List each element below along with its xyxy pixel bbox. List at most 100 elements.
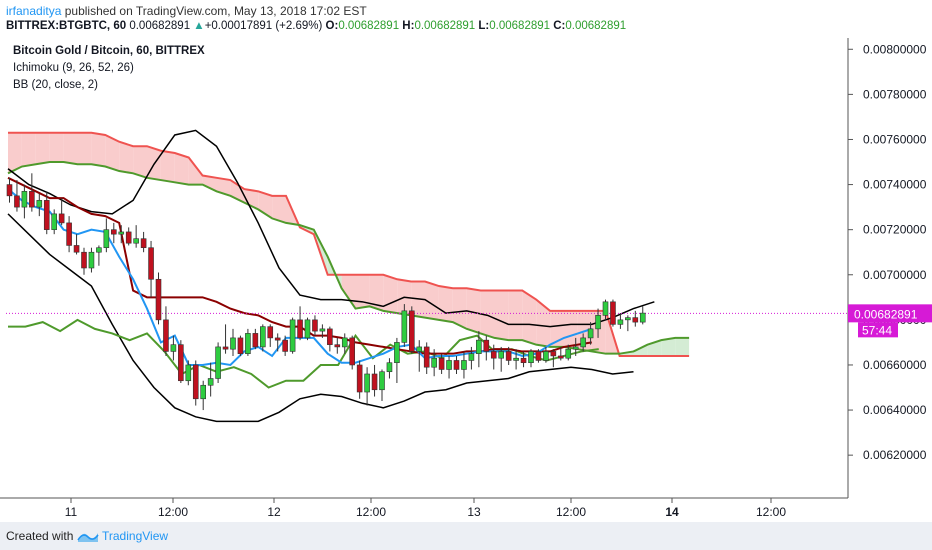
cloud-segment bbox=[216, 177, 231, 196]
candle-body bbox=[595, 315, 601, 330]
candle-body bbox=[498, 351, 505, 359]
cloud-segment bbox=[452, 288, 467, 329]
candle-body bbox=[528, 351, 534, 364]
candle-up bbox=[207, 362, 214, 397]
candle-up bbox=[364, 367, 370, 406]
chart-title: Bitcoin Gold / Bitcoin, 60, BITTREX bbox=[13, 45, 205, 57]
candle-up bbox=[595, 308, 601, 338]
candle-down bbox=[408, 306, 415, 354]
publish-info: irfanaditya published on TradingView.com… bbox=[6, 4, 367, 18]
candle-body bbox=[639, 312, 646, 323]
candle-up bbox=[625, 315, 631, 332]
candle-up bbox=[170, 335, 177, 361]
candle-body bbox=[237, 337, 244, 354]
cloud-segment bbox=[675, 337, 690, 356]
cloud-segment bbox=[508, 290, 523, 341]
candle-body bbox=[438, 357, 445, 370]
cloud-segment bbox=[438, 286, 453, 323]
cloud-segment bbox=[522, 290, 537, 345]
candle-up bbox=[386, 358, 393, 379]
candle-body bbox=[327, 328, 333, 345]
candle-body bbox=[103, 229, 110, 249]
countdown-label: 57:44 bbox=[862, 323, 892, 337]
cloud-segment bbox=[91, 132, 106, 167]
footer: Created with TradingView bbox=[0, 522, 932, 550]
candle-body bbox=[245, 333, 251, 354]
candle-up bbox=[528, 349, 534, 368]
cloud-segment bbox=[425, 281, 439, 320]
candle-down bbox=[349, 335, 356, 370]
candle-body bbox=[520, 357, 527, 364]
candle-body bbox=[349, 337, 356, 366]
cloud-segment bbox=[77, 132, 92, 165]
candle-down bbox=[282, 335, 288, 356]
candle-down bbox=[178, 340, 184, 383]
candle-body bbox=[379, 371, 385, 391]
candle-body bbox=[29, 191, 35, 208]
bb-lower-line bbox=[7, 213, 634, 423]
candle-up bbox=[304, 317, 311, 341]
candle-body bbox=[155, 278, 162, 321]
candle-body bbox=[111, 229, 117, 235]
candle-body bbox=[125, 231, 132, 244]
candle-body bbox=[178, 344, 184, 382]
cloud-segment bbox=[550, 310, 564, 347]
candle-down bbox=[81, 247, 87, 275]
cloud-segment bbox=[466, 288, 481, 334]
tradingview-link[interactable]: TradingView bbox=[102, 529, 169, 543]
candle-down bbox=[356, 360, 363, 399]
close-label: C: bbox=[553, 20, 566, 32]
y-tick-label: 0.00640000 bbox=[863, 403, 927, 417]
candle-up bbox=[36, 193, 43, 217]
x-tick-label: 11 bbox=[65, 505, 78, 519]
candle-down bbox=[252, 328, 259, 350]
candle-down bbox=[334, 337, 341, 354]
cloud-segment bbox=[63, 132, 78, 165]
candle-body bbox=[96, 247, 102, 253]
candle-body bbox=[43, 200, 50, 230]
cloud-segment bbox=[105, 134, 120, 172]
candle-up bbox=[602, 299, 609, 320]
author-link[interactable]: irfanaditya bbox=[6, 4, 62, 18]
candle-body bbox=[252, 333, 259, 348]
candle-up bbox=[341, 333, 348, 354]
candle-body bbox=[364, 373, 370, 393]
candle-down bbox=[610, 299, 616, 327]
candle-down bbox=[267, 324, 274, 347]
candle-body bbox=[88, 251, 95, 269]
y-tick-label: 0.00620000 bbox=[863, 448, 927, 462]
candle-body bbox=[215, 346, 221, 379]
candle-down bbox=[632, 310, 639, 327]
candle-body bbox=[81, 251, 87, 269]
candle-body bbox=[319, 328, 326, 332]
candle-body bbox=[476, 339, 482, 354]
legend-ichimoku[interactable]: Ichimoku (9, 26, 52, 26) bbox=[13, 62, 134, 74]
candle-body bbox=[550, 351, 557, 357]
candle-down bbox=[423, 342, 430, 374]
cloud-segment bbox=[355, 274, 370, 309]
candle-body bbox=[565, 348, 572, 359]
cloud-segment bbox=[633, 344, 648, 356]
candle-body bbox=[207, 378, 214, 386]
candle-down bbox=[520, 351, 527, 368]
candle-down bbox=[58, 198, 65, 226]
candle-body bbox=[334, 344, 341, 348]
candle-down bbox=[490, 344, 497, 370]
candle-down bbox=[371, 364, 378, 397]
y-tick-label: 0.00760000 bbox=[863, 132, 927, 146]
candle-body bbox=[543, 351, 549, 361]
candle-body bbox=[587, 328, 594, 339]
price-chart[interactable]: 0.00800000 0.00780000 0.00760000 0.00740000… bbox=[0, 38, 932, 522]
cloud-segment bbox=[49, 132, 64, 163]
candle-body bbox=[401, 310, 408, 343]
cloud-segment bbox=[160, 150, 175, 183]
created-with-text: Created with bbox=[6, 529, 74, 543]
candle-down bbox=[140, 231, 147, 253]
candle-body bbox=[282, 339, 288, 352]
candle-up bbox=[461, 351, 467, 379]
close-value: 0.00682891 bbox=[565, 20, 627, 32]
cloud-segment bbox=[536, 299, 551, 347]
legend-bb[interactable]: BB (20, close, 2) bbox=[13, 79, 99, 91]
cloud-segment bbox=[188, 157, 203, 185]
candle-down bbox=[14, 180, 20, 212]
